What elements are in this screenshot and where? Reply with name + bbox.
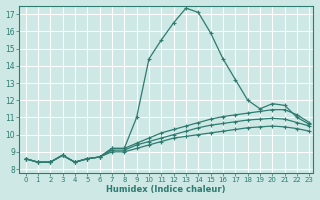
X-axis label: Humidex (Indice chaleur): Humidex (Indice chaleur) (107, 185, 226, 194)
